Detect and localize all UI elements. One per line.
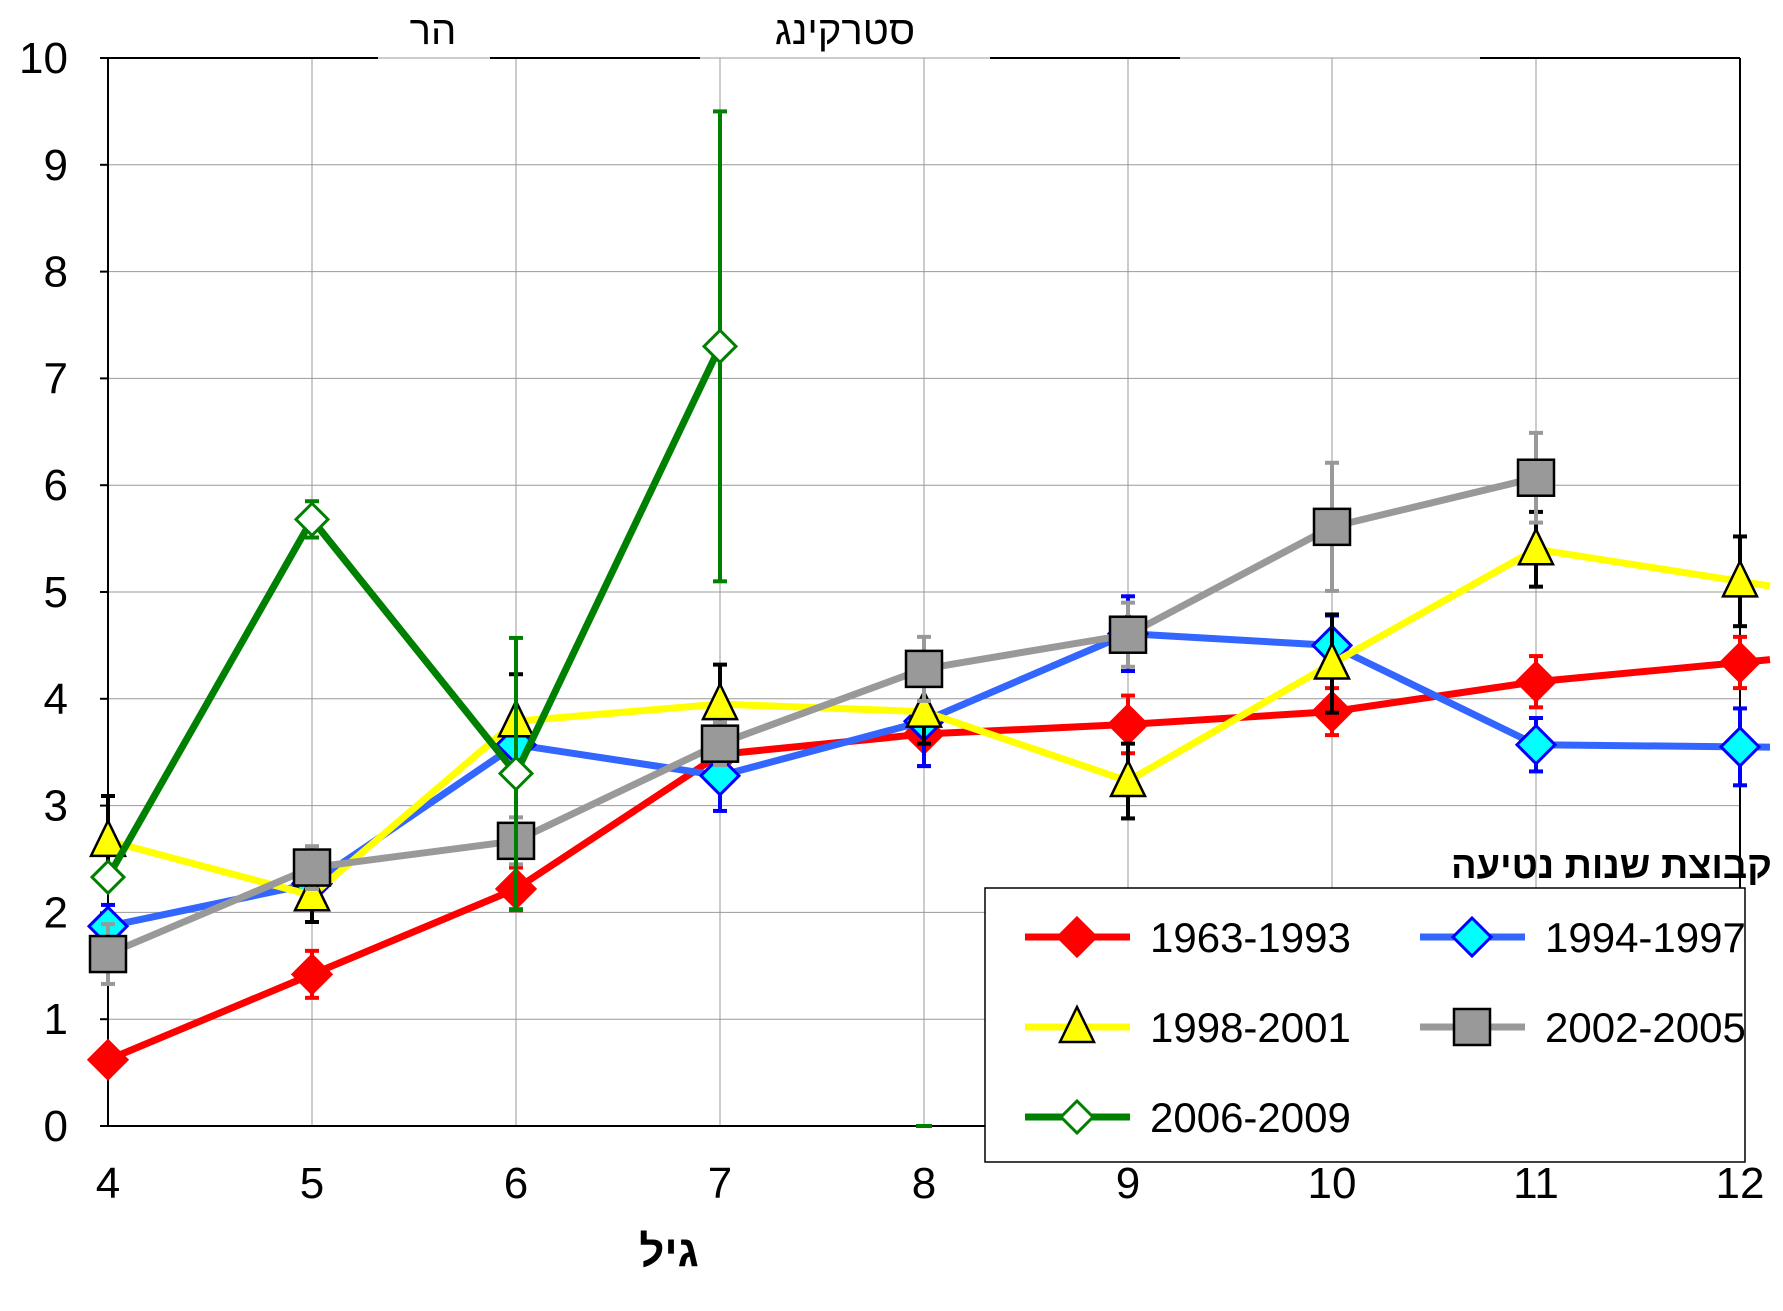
y-tick-label: 0 [44, 1102, 68, 1151]
legend-item: 2006-2009 [1025, 1094, 1351, 1141]
data-point [290, 953, 334, 996]
y-tick-label: 8 [44, 248, 68, 297]
data-point [1721, 558, 1759, 598]
legend-title: קבוצת שנות נטיעה [1451, 845, 1772, 887]
data-point [1514, 660, 1558, 703]
data-point [1718, 725, 1762, 768]
legend-marker [1055, 915, 1099, 959]
y-tick-label: 10 [19, 34, 68, 83]
data-point [293, 872, 331, 912]
data-point [904, 649, 944, 689]
data-point [1718, 641, 1762, 684]
data-point [497, 755, 535, 792]
series-2006-2009 [89, 109, 932, 1128]
y-tick-label: 5 [44, 568, 68, 617]
legend-item: 2002-2005 [1420, 1004, 1746, 1051]
data-point [698, 754, 742, 797]
data-point [701, 328, 739, 365]
data-point [1108, 615, 1148, 654]
y-tick-label: 7 [44, 354, 68, 403]
legend-label: 1963-1993 [1150, 914, 1351, 961]
data-point [1516, 458, 1556, 497]
data-point [1517, 526, 1555, 566]
x-tick-label: 5 [300, 1159, 324, 1208]
x-tick-label: 12 [1716, 1159, 1765, 1208]
legend-label: 1994-1997 [1545, 914, 1746, 961]
x-tick-label: 10 [1308, 1159, 1357, 1208]
data-point [292, 848, 332, 887]
legend-item: 1994-1997 [1420, 914, 1746, 961]
series-1998-2001 [89, 509, 1771, 925]
data-point [700, 724, 740, 763]
y-tick-label: 2 [44, 888, 68, 937]
legend: קבוצת שנות נטיעה 1963-1993 1994-1997 1998-2… [984, 845, 1772, 1163]
x-tick-label: 9 [1116, 1159, 1140, 1208]
y-tick-label: 9 [44, 141, 68, 190]
y-tick-label: 3 [44, 782, 68, 831]
y-tick-label: 4 [44, 675, 68, 724]
data-point [89, 859, 127, 896]
x-tick-label: 7 [708, 1159, 732, 1208]
legend-marker [1452, 1007, 1492, 1047]
legend-label: 2002-2005 [1545, 1004, 1746, 1051]
legend-item: 1998-2001 [1025, 1004, 1351, 1051]
series-line [104, 344, 724, 879]
legend-marker [1058, 1004, 1096, 1044]
data-point [905, 688, 943, 728]
data-point [701, 681, 739, 721]
x-tick-label: 8 [912, 1159, 936, 1208]
top-label: סטרקינג [775, 9, 915, 53]
series-group [86, 109, 1771, 1128]
data-point [1313, 640, 1351, 680]
legend-marker [1058, 1098, 1096, 1136]
legend-label: 2006-2009 [1150, 1094, 1351, 1141]
data-point [1514, 723, 1558, 766]
data-point [86, 1038, 130, 1081]
legend-marker [1450, 915, 1494, 959]
data-point [88, 934, 128, 974]
data-point [293, 501, 331, 538]
y-tick-label: 6 [44, 461, 68, 510]
data-point [1312, 507, 1352, 547]
data-point [89, 817, 127, 858]
x-axis-title: גיל [639, 1227, 699, 1276]
data-point [1106, 703, 1150, 746]
x-tick-label: 11 [1513, 1159, 1559, 1208]
top-annotations: הר סטרקינג [410, 9, 915, 53]
y-tick-label: 1 [44, 995, 68, 1044]
series-line [106, 474, 1537, 958]
legend-label: 1998-2001 [1150, 1004, 1351, 1051]
data-point [1109, 758, 1147, 798]
top-label: הר [410, 9, 457, 53]
legend-item: 1963-1993 [1025, 914, 1351, 961]
series-2002-2005 [88, 430, 1556, 986]
x-tick-label: 6 [504, 1159, 528, 1208]
x-tick-label: 4 [96, 1159, 120, 1208]
